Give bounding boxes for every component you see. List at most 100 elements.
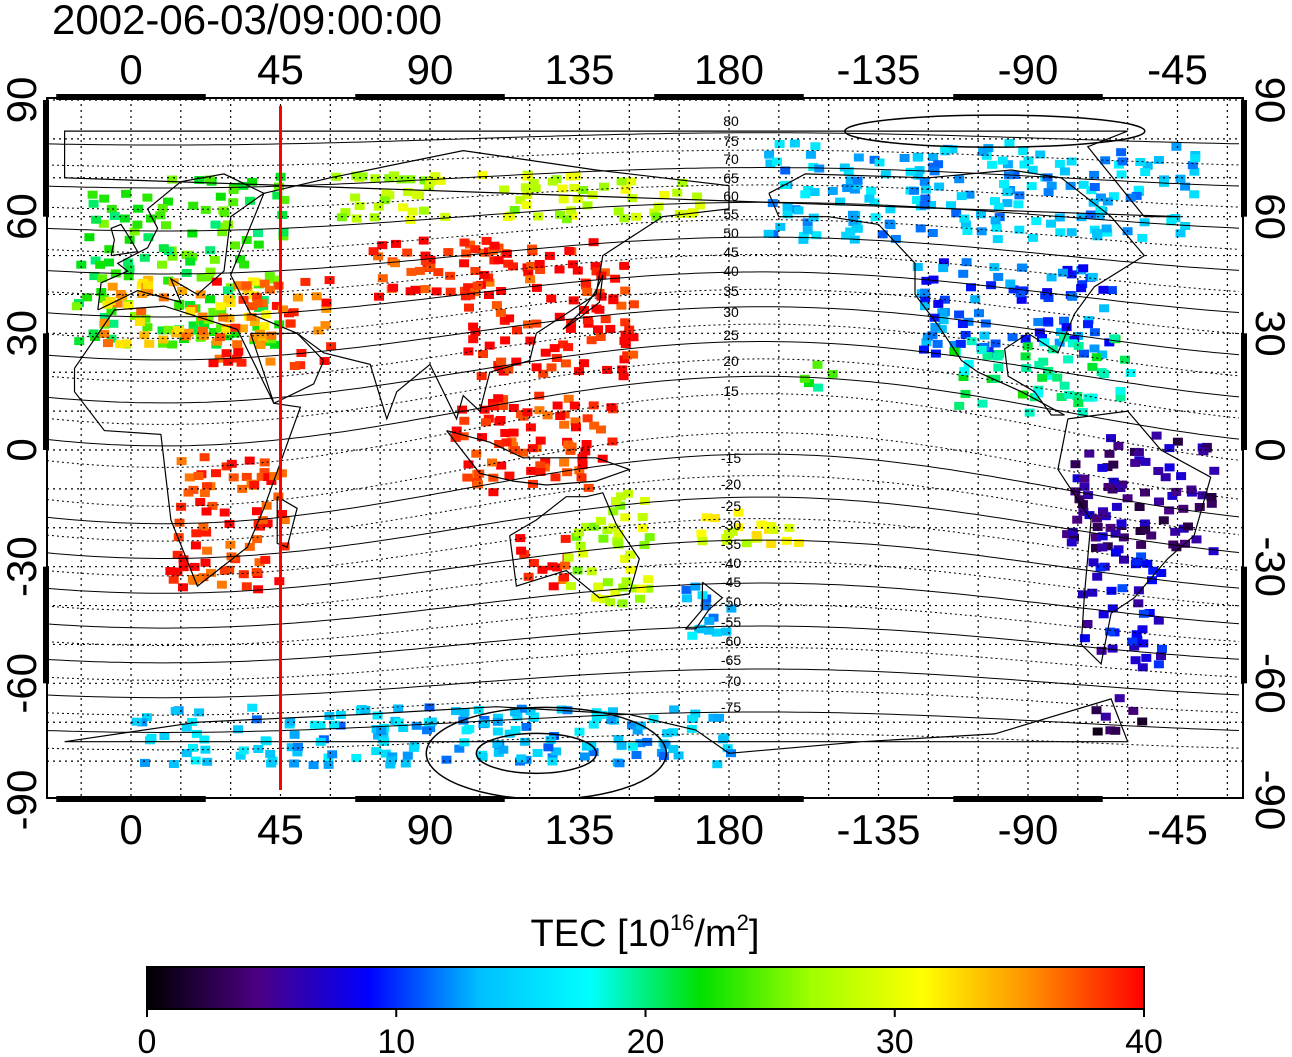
tec-pixel [533, 212, 544, 221]
tec-pixel [1064, 390, 1074, 399]
tec-pixel [681, 585, 692, 594]
tec-pixel [414, 266, 425, 275]
tec-pixel [1102, 228, 1113, 237]
tec-pixel [530, 184, 541, 193]
tec-pixel [423, 183, 434, 192]
tec-pixel [406, 267, 417, 276]
tec-pixel [211, 469, 221, 478]
tec-pixel [247, 177, 258, 186]
contour-label: -55 [721, 614, 741, 630]
tec-pixel [176, 457, 187, 466]
tec-pixel [775, 222, 786, 231]
tec-pixel [144, 339, 155, 348]
tec-pixel [398, 724, 409, 732]
tec-pixel [247, 302, 258, 311]
tec-pixel [708, 713, 719, 722]
tec-pixel [1016, 263, 1027, 272]
tec-pixel [1110, 726, 1121, 735]
tec-region-east-asia [463, 238, 639, 381]
tec-pixel [966, 283, 976, 292]
tec-pixel [574, 727, 585, 736]
tec-pixel [598, 534, 609, 543]
tec-pixel [263, 473, 274, 482]
tec-pixel [157, 204, 168, 212]
tec-pixel [1100, 156, 1111, 165]
tec-pixel [597, 454, 608, 463]
tec-pixel [477, 171, 488, 180]
tec-pixel [463, 460, 474, 469]
tec-pixel [874, 158, 885, 167]
tec-pixel [919, 345, 929, 354]
tec-pixel [158, 335, 169, 344]
tec-pixel [793, 206, 804, 215]
frame-bar-left [43, 566, 49, 684]
tec-pixel [1078, 264, 1089, 273]
tec-pixel [230, 241, 240, 250]
tec-pixel [800, 190, 811, 199]
tec-pixel [1133, 586, 1144, 595]
tec-pixel [496, 461, 507, 470]
contour-line [47, 690, 1240, 716]
tec-pixel [1008, 285, 1019, 294]
tec-pixel [694, 201, 705, 210]
tec-pixel [488, 488, 499, 497]
tec-pixel [852, 224, 863, 233]
tec-pixel [477, 433, 487, 442]
tec-pixel [407, 207, 418, 216]
tec-pixel [1033, 318, 1044, 326]
contour-line [47, 475, 1240, 542]
tec-pixel [493, 256, 504, 265]
tec-pixel [589, 421, 600, 430]
tec-pixel [501, 249, 512, 258]
tec-pixel [329, 720, 339, 729]
tec-pixel [158, 339, 168, 348]
tec-pixel [920, 194, 931, 203]
tec-pixel [608, 296, 619, 305]
frame-bar-left [43, 333, 49, 450]
tec-pixel [388, 283, 399, 292]
tec-pixel [257, 334, 268, 343]
tec-pixel [253, 229, 263, 238]
frame-bar-bottom [953, 796, 1103, 802]
tec-pixel [199, 489, 210, 498]
tec-pixel [159, 732, 170, 740]
tec-pixel [620, 330, 631, 339]
tec-pixel [1035, 150, 1046, 159]
tec-pixel [1106, 286, 1117, 295]
tec-pixel [252, 535, 263, 544]
lat-tick-left: -90 [0, 770, 45, 831]
tec-pixel [1154, 497, 1164, 506]
contour-line [47, 453, 1240, 525]
tec-pixel [479, 270, 490, 279]
tec-pixel [430, 172, 441, 181]
tec-pixel [518, 448, 529, 457]
tec-pixel [992, 235, 1003, 244]
tec-pixel [1176, 472, 1187, 481]
tec-pixel [1078, 507, 1089, 516]
coastlines [63, 130, 1212, 754]
contour-label: 20 [723, 353, 739, 369]
tec-pixel [1040, 291, 1051, 300]
tec-pixel [946, 201, 956, 210]
tec-pixel [700, 602, 711, 611]
lon-tick-bottom: -90 [998, 806, 1059, 853]
tec-pixel [616, 177, 627, 186]
tec-pixel [1014, 191, 1025, 200]
tec-pixel [493, 713, 503, 722]
tec-pixel [618, 372, 629, 381]
tec-pixel [377, 274, 388, 283]
tec-pixel [99, 318, 110, 327]
tec-pixel [528, 559, 539, 567]
tec-pixel [1002, 199, 1013, 208]
tec-pixel [370, 174, 381, 183]
tec-pixel [199, 320, 210, 329]
tec-pixel [845, 227, 856, 236]
tec-pixel [463, 347, 474, 356]
tec-pixel [565, 324, 576, 333]
frame-bar-bottom [355, 796, 505, 802]
contour-label: 55 [723, 206, 739, 222]
tec-pixel [311, 292, 322, 301]
tec-pixel [398, 203, 409, 212]
tec-pixel [793, 539, 804, 547]
tec-pixel [457, 405, 468, 414]
